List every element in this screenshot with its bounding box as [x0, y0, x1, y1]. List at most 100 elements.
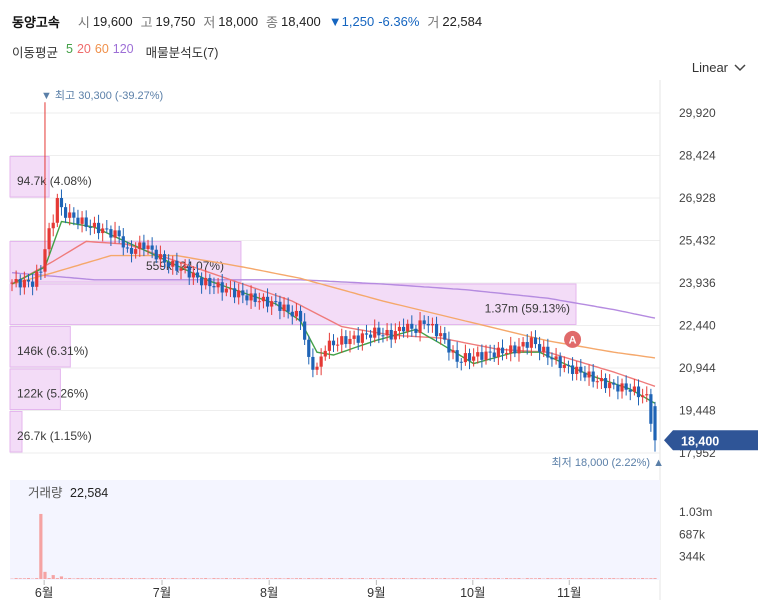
- ma5-line: [11, 220, 656, 404]
- volume-bar: [537, 578, 542, 579]
- volume-bar: [191, 578, 195, 579]
- volume-bar: [39, 513, 43, 579]
- candle-body: [63, 207, 68, 218]
- volume-bar: [603, 578, 608, 579]
- candle-body: [344, 336, 348, 345]
- candle-body: [352, 335, 356, 339]
- candle-body: [319, 356, 323, 367]
- candle-body: [356, 335, 360, 343]
- price-tick-label: 25,432: [679, 234, 716, 248]
- ma5-legend[interactable]: 5: [66, 42, 73, 56]
- volume-bar: [525, 578, 529, 579]
- scale-toggle[interactable]: Linear: [692, 60, 746, 75]
- volume-bar: [377, 578, 381, 579]
- candle-body: [237, 290, 241, 298]
- candle-body: [414, 328, 418, 333]
- volume-bar: [533, 578, 538, 579]
- candle-body: [146, 245, 150, 249]
- candle-body: [179, 268, 183, 271]
- candle-body: [472, 356, 476, 361]
- volume-bar: [286, 578, 290, 579]
- ma60-legend[interactable]: 60: [94, 42, 109, 56]
- candle-body: [167, 262, 171, 267]
- close-label: 종: [266, 14, 279, 30]
- volume-bar: [224, 578, 228, 579]
- price-summary: 동양고속 시 19,600 고 19,750 저 18,000 종 18,400 ▼1,…: [12, 10, 490, 32]
- month-label: 8월: [260, 586, 278, 600]
- volume-bar: [298, 578, 303, 579]
- volume-bar: [608, 578, 612, 579]
- price-tick-label: 29,920: [679, 106, 716, 120]
- candle-body: [628, 389, 632, 392]
- candle-body: [154, 249, 158, 260]
- volume-bar: [422, 578, 426, 579]
- volume-bar: [439, 578, 443, 579]
- candle-body: [566, 364, 571, 366]
- candle-body: [542, 346, 546, 352]
- candle-body: [249, 293, 253, 301]
- volume-bar: [443, 578, 447, 579]
- candle-body: [451, 350, 455, 353]
- volume-bar: [113, 578, 117, 579]
- candle-body: [480, 352, 484, 360]
- volume-bar: [513, 578, 517, 579]
- candle-body: [364, 333, 369, 335]
- candle-body: [55, 197, 59, 223]
- volume-bar: [253, 578, 257, 579]
- candle-body: [484, 351, 488, 360]
- candle-body: [220, 282, 224, 293]
- volume-profile-label: 26.7k (1.15%): [17, 429, 92, 443]
- volume-bar: [455, 578, 459, 579]
- candle-body: [430, 323, 435, 326]
- candle-body: [134, 249, 138, 254]
- volume-bar: [138, 578, 142, 579]
- candle-body: [620, 383, 624, 392]
- candle-body: [187, 266, 191, 278]
- candle-body: [92, 222, 97, 228]
- volume-bar: [624, 578, 628, 579]
- candle-body: [84, 217, 88, 227]
- volume-bar: [216, 578, 220, 579]
- candle-body: [191, 272, 195, 278]
- month-label: 6월: [35, 586, 53, 600]
- volume-bar: [628, 578, 632, 579]
- candle-body: [311, 356, 315, 370]
- open-value: 19,600: [92, 13, 133, 29]
- ma120-legend[interactable]: 120: [112, 42, 134, 56]
- volume-bar: [249, 578, 253, 579]
- volume-bar: [237, 578, 241, 579]
- volume-bar: [274, 578, 278, 579]
- candle-body: [175, 260, 179, 271]
- volume-bar: [55, 578, 59, 579]
- volume-bar: [612, 578, 616, 579]
- volume-bar: [18, 578, 22, 579]
- volume-bar: [356, 578, 360, 579]
- month-label: 10월: [460, 586, 485, 600]
- volume-bar: [134, 578, 138, 579]
- volume-bar: [546, 578, 550, 579]
- volume-bar: [558, 578, 562, 579]
- volume-bar: [389, 578, 393, 579]
- volume-bar: [315, 578, 319, 579]
- volume-bar: [175, 578, 179, 579]
- candle-body: [47, 228, 51, 250]
- candle-body: [443, 333, 447, 340]
- volume-bar: [26, 578, 31, 579]
- volume-bar: [220, 578, 224, 579]
- ma-label[interactable]: 이동평균: [12, 46, 59, 60]
- volume-bar: [129, 578, 134, 579]
- candle-body: [624, 383, 628, 390]
- candle-body: [546, 346, 550, 358]
- volume-bar: [51, 575, 55, 579]
- ma20-legend[interactable]: 20: [76, 42, 91, 56]
- moving-averages: [11, 220, 656, 404]
- month-label: 11월: [557, 586, 581, 600]
- volume-bar: [492, 578, 496, 579]
- volume-profile-legend[interactable]: 매물분석도(7): [145, 46, 219, 60]
- candle-body: [270, 301, 274, 307]
- volume-bar: [319, 578, 323, 579]
- candle-body: [406, 323, 410, 332]
- candle-body: [88, 226, 92, 228]
- candle-body: [554, 356, 558, 360]
